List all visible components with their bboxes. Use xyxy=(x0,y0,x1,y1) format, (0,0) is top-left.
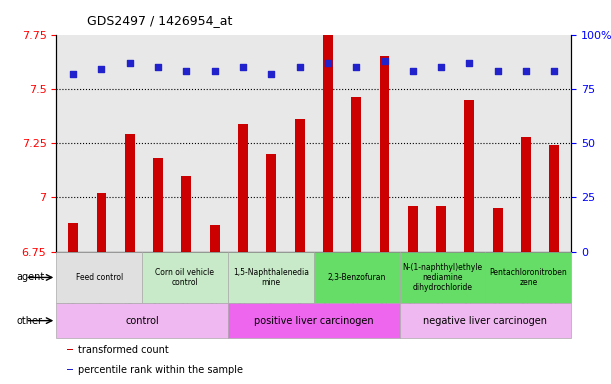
Point xyxy=(464,60,474,66)
Text: transformed count: transformed count xyxy=(78,345,169,355)
Bar xyxy=(210,225,219,252)
Bar xyxy=(486,252,571,303)
Text: Corn oil vehicle
control: Corn oil vehicle control xyxy=(155,268,214,287)
Point xyxy=(521,68,531,74)
Bar xyxy=(400,252,486,303)
Point xyxy=(68,71,78,77)
Point xyxy=(323,60,333,66)
Bar xyxy=(67,349,73,350)
Point xyxy=(436,64,446,70)
Text: Pentachloronitroben
zene: Pentachloronitroben zene xyxy=(489,268,567,287)
Point xyxy=(408,68,418,74)
Bar xyxy=(97,193,106,252)
Point xyxy=(238,64,248,70)
Bar xyxy=(492,208,503,252)
Point xyxy=(549,68,559,74)
Point xyxy=(210,68,219,74)
Bar xyxy=(351,98,361,252)
Bar xyxy=(228,252,314,303)
Bar xyxy=(153,158,163,252)
Bar xyxy=(142,252,228,303)
Text: control: control xyxy=(125,316,159,326)
Text: positive liver carcinogen: positive liver carcinogen xyxy=(254,316,373,326)
Text: Feed control: Feed control xyxy=(76,273,123,282)
Text: other: other xyxy=(16,316,43,326)
Bar xyxy=(295,119,304,252)
Bar xyxy=(125,134,135,252)
Point xyxy=(266,71,276,77)
Point xyxy=(125,60,134,66)
Bar xyxy=(549,145,559,252)
Bar xyxy=(56,303,228,338)
Point xyxy=(295,64,304,70)
Bar xyxy=(314,252,400,303)
Text: N-(1-naphthyl)ethyle
nediamine
dihydrochloride: N-(1-naphthyl)ethyle nediamine dihydroch… xyxy=(403,263,483,292)
Point xyxy=(97,66,106,72)
Bar xyxy=(436,206,446,252)
Bar xyxy=(379,56,389,252)
Bar xyxy=(56,252,142,303)
Text: GDS2497 / 1426954_at: GDS2497 / 1426954_at xyxy=(87,14,232,27)
Bar xyxy=(67,369,73,370)
Text: percentile rank within the sample: percentile rank within the sample xyxy=(78,364,243,375)
Bar xyxy=(68,223,78,252)
Text: 1,5-Naphthalenedia
mine: 1,5-Naphthalenedia mine xyxy=(233,268,309,287)
Bar xyxy=(521,137,531,252)
Point xyxy=(379,58,389,64)
Bar xyxy=(238,124,248,252)
Point xyxy=(493,68,503,74)
Bar xyxy=(266,154,276,252)
Text: agent: agent xyxy=(16,272,45,283)
Bar xyxy=(408,206,418,252)
Point xyxy=(351,64,361,70)
Point xyxy=(181,68,191,74)
Bar xyxy=(181,175,191,252)
Bar xyxy=(400,303,571,338)
Text: negative liver carcinogen: negative liver carcinogen xyxy=(423,316,547,326)
Bar xyxy=(464,99,474,252)
Text: 2,3-Benzofuran: 2,3-Benzofuran xyxy=(327,273,386,282)
Bar xyxy=(323,32,333,252)
Bar xyxy=(228,303,400,338)
Point xyxy=(153,64,163,70)
